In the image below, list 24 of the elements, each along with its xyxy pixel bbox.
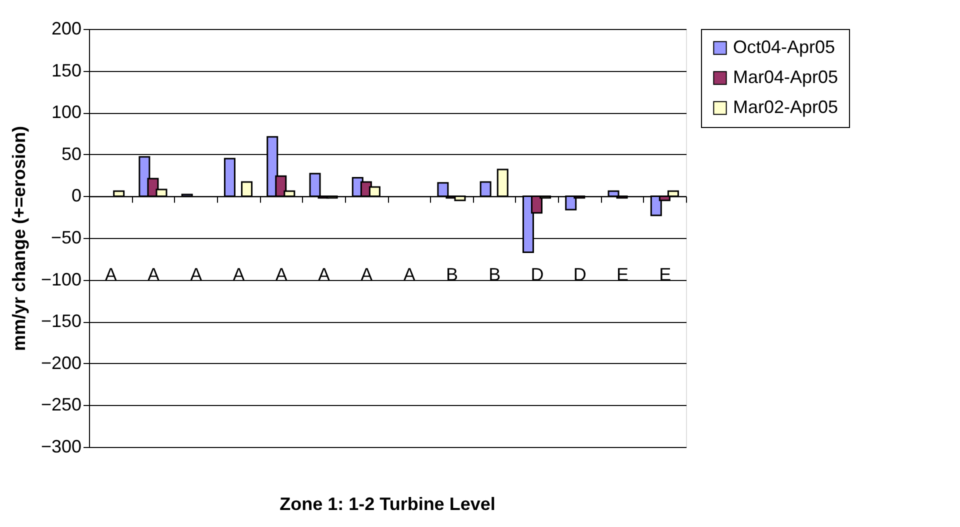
y-tick-label: −250 xyxy=(40,394,82,415)
x-tick-label: A xyxy=(318,264,330,285)
legend-label: Mar02-Apr05 xyxy=(733,97,838,117)
x-tick-label: A xyxy=(232,264,245,285)
y-tick-label: 50 xyxy=(61,144,82,164)
legend-label: Oct04-Apr05 xyxy=(733,37,836,57)
x-tick-label: A xyxy=(190,264,202,285)
y-axis-title: mm/yr change (+=erosion) xyxy=(8,126,29,352)
x-tick-label: A xyxy=(403,264,416,285)
y-tick-label: 0 xyxy=(71,186,82,206)
x-axis-title: Zone 1: 1-2 Turbine Level xyxy=(280,494,496,514)
y-tick-label: −200 xyxy=(40,352,82,373)
y-tick-label: −150 xyxy=(40,311,82,332)
x-tick-label: A xyxy=(360,264,373,285)
y-tick-label: −100 xyxy=(40,269,82,290)
x-tick-label: A xyxy=(147,264,160,285)
legend-label: Mar04-Apr05 xyxy=(733,67,838,87)
y-tick-label: 100 xyxy=(51,102,82,122)
x-tick-label: A xyxy=(104,264,117,285)
y-tick-label: 150 xyxy=(51,60,82,80)
y-tick-label: 200 xyxy=(51,18,82,38)
y-tick-label: −50 xyxy=(50,228,82,248)
x-tick-label: A xyxy=(275,264,288,285)
y-tick-label: −300 xyxy=(40,436,82,456)
